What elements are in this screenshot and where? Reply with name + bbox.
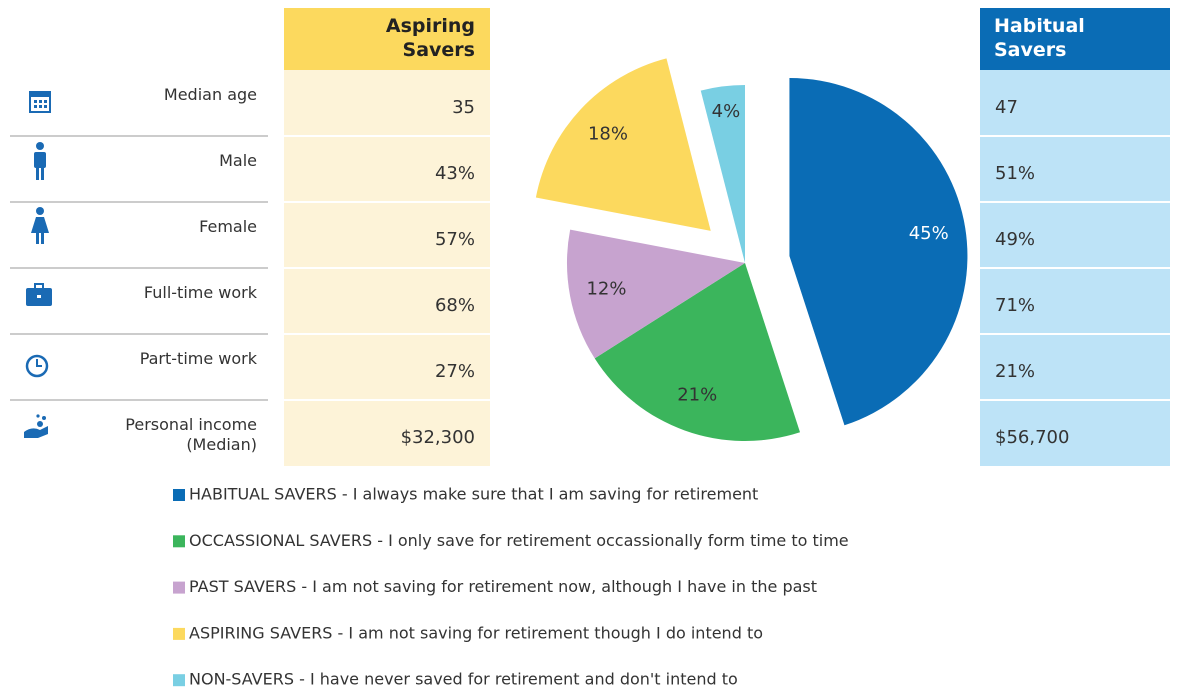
legend-swatch	[173, 535, 185, 548]
legend-label: HABITUAL SAVERS - I always make sure tha…	[189, 485, 758, 504]
row-label: Full-time work	[144, 283, 258, 302]
habitual-value: $56,700	[995, 427, 1069, 448]
legend-label: OCCASSIONAL SAVERS - I only save for ret…	[189, 531, 849, 550]
female-icon	[31, 207, 49, 244]
calendar-icon	[29, 91, 51, 113]
row-label: Personal income (Median)	[125, 415, 257, 454]
column-header: Aspiring Savers	[386, 15, 475, 61]
column-header: Habitual Savers	[994, 15, 1085, 61]
income-icon	[24, 414, 48, 438]
row-label: Male	[219, 151, 257, 170]
slice-label: 12%	[586, 278, 626, 299]
aspiring-header-bg	[284, 8, 490, 70]
habitual-value: 47	[995, 97, 1018, 118]
habitual-value: 71%	[995, 295, 1035, 316]
legend-label: NON-SAVERS - I have never saved for reti…	[189, 670, 738, 688]
aspiring-value: 43%	[435, 163, 475, 184]
legend-label: PAST SAVERS - I am not saving for retire…	[189, 577, 817, 596]
habitual-value: 51%	[995, 163, 1035, 184]
aspiring-value: 27%	[435, 361, 475, 382]
aspiring-value: 68%	[435, 295, 475, 316]
slice-label: 21%	[677, 385, 717, 406]
slice-label: 4%	[712, 101, 741, 122]
slice-label: 18%	[588, 123, 628, 144]
legend-swatch	[173, 581, 185, 594]
pie-slice	[789, 77, 968, 426]
male-icon	[34, 142, 46, 180]
habitual-value: 49%	[995, 229, 1035, 250]
icons	[24, 91, 52, 438]
pie-slice	[594, 263, 801, 441]
briefcase-icon	[26, 283, 52, 306]
aspiring-value: 35	[452, 97, 475, 118]
aspiring-value: 57%	[435, 229, 475, 250]
habitual-value: 21%	[995, 361, 1035, 382]
legend-label: ASPIRING SAVERS - I am not saving for re…	[189, 623, 763, 642]
legend-swatch	[173, 674, 185, 687]
pie-slice	[700, 85, 745, 263]
legend-swatch	[173, 489, 185, 501]
slice-label: 45%	[909, 223, 949, 244]
legend-swatch	[173, 627, 185, 640]
habitual-header-bg	[980, 8, 1170, 70]
row-label: Part-time work	[140, 349, 258, 368]
pie-slice	[535, 58, 711, 231]
aspiring-value: $32,300	[401, 427, 475, 448]
row-label: Median age	[164, 85, 257, 104]
row-label: Female	[199, 217, 257, 236]
clock-icon	[25, 354, 49, 378]
pie-slice	[567, 229, 745, 359]
